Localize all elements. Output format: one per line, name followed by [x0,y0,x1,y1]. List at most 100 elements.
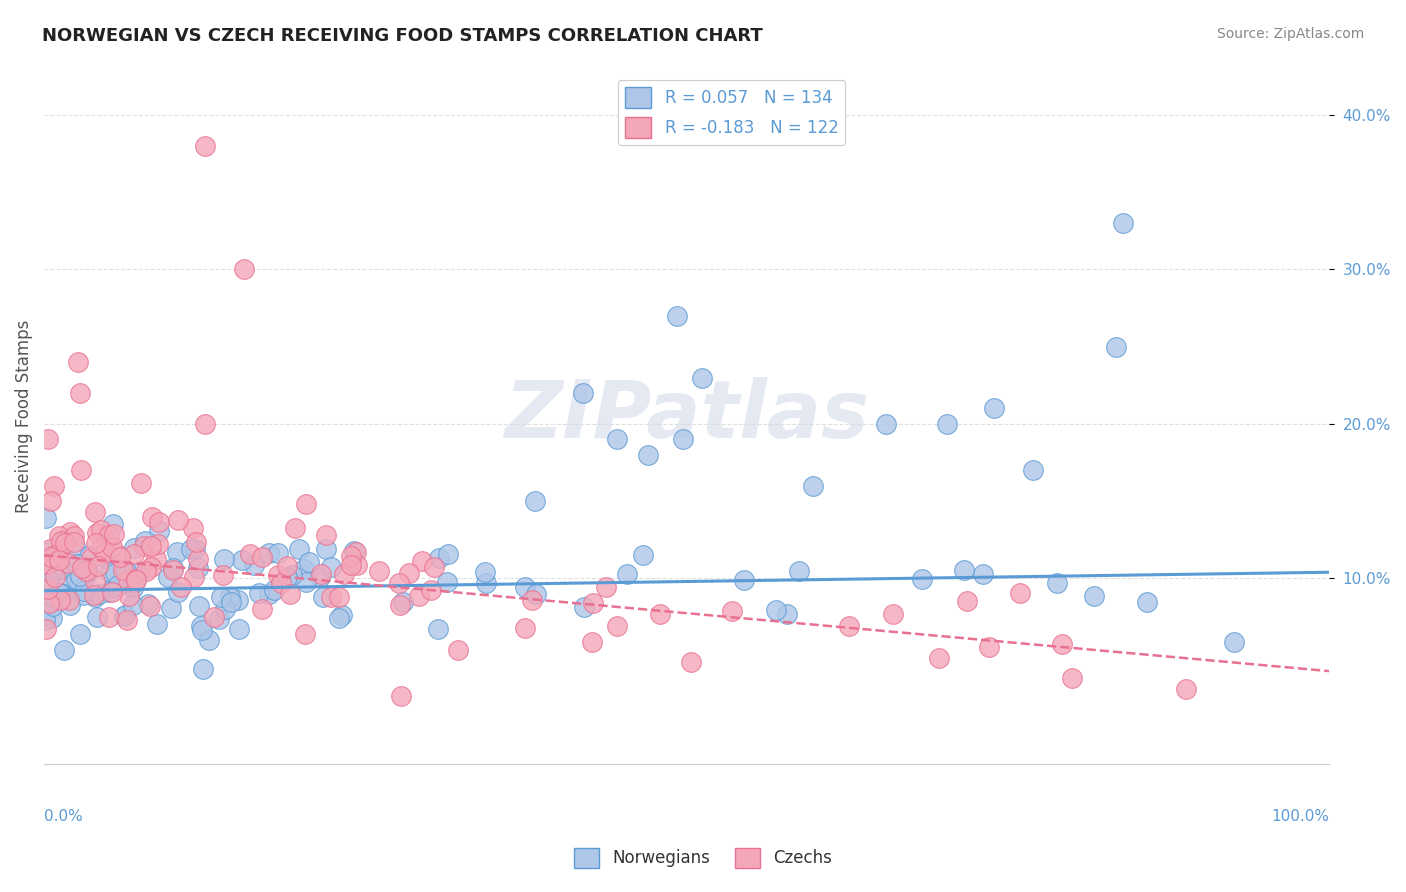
Point [972,567,994,582]
Point [226,593,249,607]
Point [187,552,209,566]
Point [58,593,80,607]
Point [39,494,62,508]
Point [75,568,97,582]
Point [1008,586,1031,600]
Point [231,553,253,567]
Point [633,549,655,563]
Point [87,587,110,601]
Point [398,566,420,581]
Point [83,574,105,588]
Point [257,587,280,601]
Point [427,551,450,566]
Point [96,550,118,565]
Point [37,572,59,586]
Point [148,516,170,530]
Point [218,590,240,604]
Point [911,572,934,586]
Point [44,570,66,584]
Point [776,607,799,621]
Point [48,528,70,542]
Point [474,576,496,591]
Point [48,586,70,600]
Point [65,564,87,578]
Point [56,574,79,589]
Point [214,602,236,616]
Point [294,627,316,641]
Point [76,564,98,578]
Point [69,386,91,401]
Text: 100.0%: 100.0% [1271,809,1329,824]
Point [46,592,69,607]
Point [276,559,298,574]
Point [41,549,63,564]
Point [1175,681,1198,696]
Point [387,576,409,591]
Text: NORWEGIAN VS CZECH RECEIVING FOOD STAMPS CORRELATION CHART: NORWEGIAN VS CZECH RECEIVING FOOD STAMPS… [42,27,763,45]
Point [103,527,125,541]
Point [672,433,695,447]
Point [75,565,97,579]
Point [112,575,135,590]
Point [184,541,207,556]
Point [124,547,146,561]
Point [194,417,217,431]
Point [247,586,270,600]
Point [180,541,202,556]
Point [98,528,121,542]
Point [340,549,363,563]
Point [1050,637,1073,651]
Point [474,565,496,579]
Point [157,569,180,583]
Point [125,573,148,587]
Point [447,642,470,657]
Point [1111,216,1133,230]
Point [681,655,703,669]
Point [328,590,350,604]
Point [187,560,209,574]
Point [139,560,162,574]
Point [212,567,235,582]
Point [928,650,950,665]
Point [208,612,231,626]
Point [145,551,167,566]
Point [198,633,221,648]
Point [117,573,139,587]
Point [270,576,292,591]
Point [581,596,603,610]
Point [100,584,122,599]
Point [214,551,236,566]
Point [159,601,181,615]
Y-axis label: Receiving Food Stamps: Receiving Food Stamps [15,319,32,513]
Point [956,593,979,607]
Point [124,541,146,555]
Point [284,521,307,535]
Point [239,547,262,561]
Point [1060,671,1083,685]
Point [105,547,128,561]
Point [120,570,142,584]
Point [107,578,129,592]
Point [276,570,298,584]
Point [665,309,688,323]
Point [875,417,897,431]
Point [733,573,755,587]
Point [135,564,157,578]
Point [368,564,391,578]
Point [37,558,59,572]
Point [162,563,184,577]
Point [111,563,134,577]
Point [84,590,107,604]
Point [194,138,217,153]
Point [136,597,159,611]
Point [343,544,366,558]
Point [280,587,302,601]
Point [103,581,125,595]
Point [90,541,112,555]
Point [288,541,311,556]
Point [1136,595,1159,609]
Point [513,580,536,594]
Point [48,553,70,567]
Point [340,558,363,572]
Point [936,417,959,431]
